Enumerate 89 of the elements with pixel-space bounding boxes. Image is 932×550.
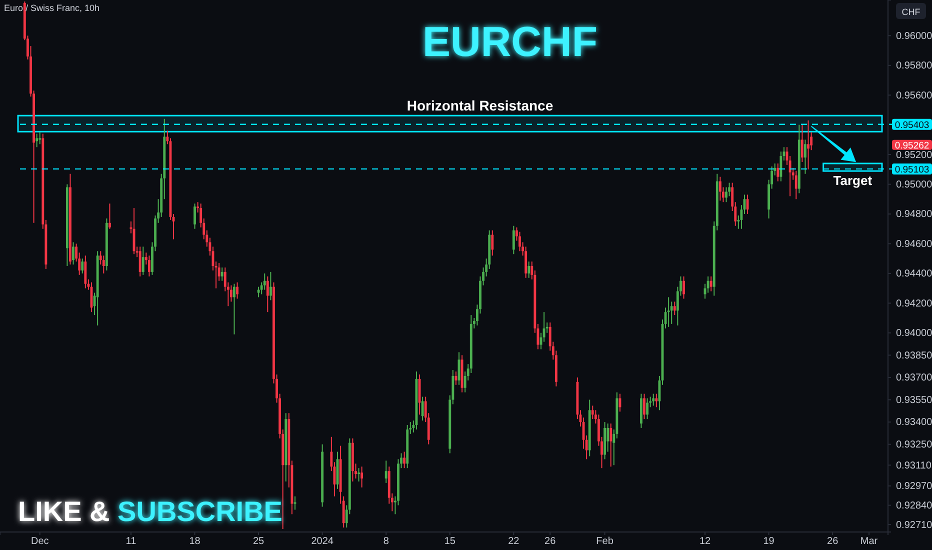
x-tick-label: 8	[383, 536, 390, 548]
candlestick	[148, 255, 150, 277]
candlestick	[807, 120, 810, 170]
annotation: LIKE & SUBSCRIBE	[18, 496, 282, 527]
candlestick	[512, 225, 515, 255]
text: CHF	[902, 7, 921, 17]
ref-line-label: 0.95103	[894, 164, 930, 176]
candlestick	[610, 423, 612, 468]
x-tick-label: Feb	[596, 536, 614, 548]
text: 0.95262	[894, 140, 930, 152]
candlestick	[108, 203, 111, 230]
candlestick	[670, 301, 673, 324]
annotation: Euro / Swiss Franc, 10h	[4, 3, 100, 13]
y-tick-label: 0.94000	[896, 328, 932, 340]
candlestick	[606, 423, 610, 452]
y-tick-label: 0.95200	[896, 150, 932, 161]
x-tick-label: 19	[763, 536, 775, 548]
candlestick	[84, 255, 87, 289]
candlestick	[102, 255, 105, 274]
y-tick-label: 0.94200	[896, 298, 932, 310]
x-tick-label: 22	[508, 536, 520, 548]
candlestick	[643, 393, 646, 420]
candlestick	[524, 246, 528, 278]
candlestick	[710, 276, 712, 292]
y-tick-label: 0.95800	[896, 60, 932, 72]
y-tick-label: 0.96000	[896, 30, 932, 42]
candlestick	[384, 460, 388, 484]
candlestick	[421, 396, 424, 422]
band-label: Target	[833, 173, 873, 188]
candlestick	[142, 246, 144, 276]
candlestick	[236, 282, 238, 300]
candlestick	[673, 301, 676, 316]
candlestick	[682, 276, 685, 300]
candlestick	[591, 405, 594, 420]
x-tick-label: Dec	[30, 536, 49, 548]
y-tick-label: 0.93700	[896, 372, 932, 384]
x-tick-label: 26	[544, 536, 556, 548]
candlestick	[38, 132, 42, 145]
candlestick	[233, 283, 236, 335]
candlestick	[194, 203, 196, 230]
candlestick	[528, 261, 530, 278]
candlestick	[230, 284, 232, 302]
x-tick-label: 15	[444, 536, 456, 548]
x-tick-label: 18	[189, 536, 201, 548]
candlestick	[358, 468, 360, 482]
candlestick	[667, 296, 670, 328]
y-tick-label: 0.92840	[896, 500, 932, 512]
candlestick	[800, 124, 804, 162]
candlestick	[725, 186, 728, 203]
y-tick-label: 0.93550	[896, 394, 932, 406]
y-tick-label: 0.93850	[896, 350, 932, 362]
y-tick-label: 0.93250	[896, 440, 932, 451]
candlestick	[491, 230, 494, 256]
candlestick	[718, 176, 722, 202]
candlestick	[269, 271, 272, 301]
y-tick-label: 0.93110	[896, 460, 932, 472]
y-tick-label: 0.94800	[896, 209, 932, 220]
x-tick-label: 2024	[311, 536, 334, 548]
chart-title: EURCHF	[422, 18, 598, 65]
ref-line-label: 0.95403	[894, 120, 930, 131]
candlestick	[780, 151, 782, 182]
candlestick	[266, 276, 269, 313]
candlestick	[794, 170, 798, 200]
candlestick	[518, 231, 521, 252]
y-tick-label: 0.95000	[896, 179, 932, 190]
candlestick	[81, 258, 84, 274]
candlestick	[454, 371, 458, 386]
x-tick-label: 26	[827, 536, 839, 548]
candlestick	[776, 162, 780, 182]
candlestick	[646, 398, 649, 420]
candlestick	[263, 272, 266, 290]
candlestick	[220, 266, 224, 282]
candlestick	[36, 133, 38, 148]
y-tick-label: 0.94400	[896, 268, 932, 280]
candlestick	[360, 466, 364, 488]
x-tick-label: 25	[252, 536, 265, 548]
y-tick-label: 0.93400	[896, 417, 932, 428]
y-tick-label: 0.92970	[896, 481, 932, 492]
x-tick-label: 12	[699, 536, 712, 548]
candlestick	[138, 246, 142, 277]
candlestick	[72, 242, 74, 266]
y-tick-label: 0.92710	[896, 520, 932, 531]
band-label: Horizontal Resistance	[406, 98, 554, 114]
y-tick-label: 0.95600	[896, 90, 932, 102]
candlestick	[403, 451, 406, 469]
x-tick-label: 11	[126, 536, 137, 548]
x-tick-label: Mar	[860, 536, 878, 548]
y-tick-label: 0.94600	[896, 238, 932, 250]
candlestick	[804, 139, 806, 174]
